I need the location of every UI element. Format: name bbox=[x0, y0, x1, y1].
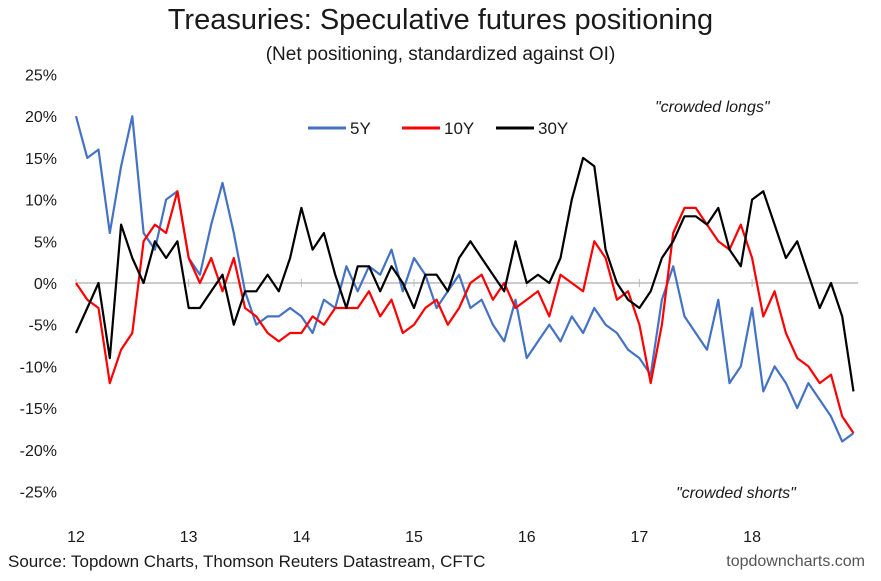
legend-label-30y: 30Y bbox=[538, 119, 568, 138]
legend-label-10y: 10Y bbox=[444, 119, 474, 138]
x-tick-label: 15 bbox=[405, 529, 423, 546]
annotation-crowded-shorts: "crowded shorts" bbox=[676, 485, 796, 502]
y-tick-label: 15% bbox=[25, 151, 57, 168]
source-note: Source: Topdown Charts, Thomson Reuters … bbox=[8, 552, 486, 571]
y-tick-label: -15% bbox=[20, 401, 57, 418]
annotation-crowded-longs: "crowded longs" bbox=[655, 99, 770, 116]
series-line-10y bbox=[75, 190, 855, 434]
y-tick-label: -5% bbox=[29, 318, 57, 335]
y-axis-ticks: -25% -20% -15% -10% -5% 0% 5% 10% 15% 20% 25% bbox=[20, 68, 57, 502]
y-tick-label: -20% bbox=[20, 443, 57, 460]
y-tick-label: 0% bbox=[34, 276, 57, 293]
y-tick-label: 25% bbox=[25, 68, 57, 85]
brand-watermark: topdowncharts.com bbox=[726, 553, 865, 570]
x-tick-label: 12 bbox=[67, 529, 85, 546]
x-tick-label: 18 bbox=[743, 529, 761, 546]
x-tick-label: 13 bbox=[180, 529, 198, 546]
series-line-5y bbox=[74, 115, 855, 443]
y-tick-label: 5% bbox=[34, 234, 57, 251]
y-tick-label: -10% bbox=[20, 359, 57, 376]
x-tick-label: 14 bbox=[292, 529, 310, 546]
series-line-30y bbox=[74, 156, 855, 392]
series-lines bbox=[74, 115, 855, 443]
chart-subtitle: (Net positioning, standardized against O… bbox=[265, 44, 616, 65]
y-tick-label: 10% bbox=[25, 193, 57, 210]
x-tick-label: 17 bbox=[631, 529, 649, 546]
y-tick-label: -25% bbox=[20, 485, 57, 502]
legend: 5Y 10Y 30Y bbox=[308, 119, 568, 138]
legend-label-5y: 5Y bbox=[350, 119, 371, 138]
x-tick-label: 16 bbox=[518, 529, 536, 546]
x-axis-ticks: 12 13 14 15 16 17 18 bbox=[67, 279, 761, 546]
chart-title: Treasuries: Speculative futures position… bbox=[167, 4, 714, 36]
y-tick-label: 20% bbox=[25, 109, 57, 126]
